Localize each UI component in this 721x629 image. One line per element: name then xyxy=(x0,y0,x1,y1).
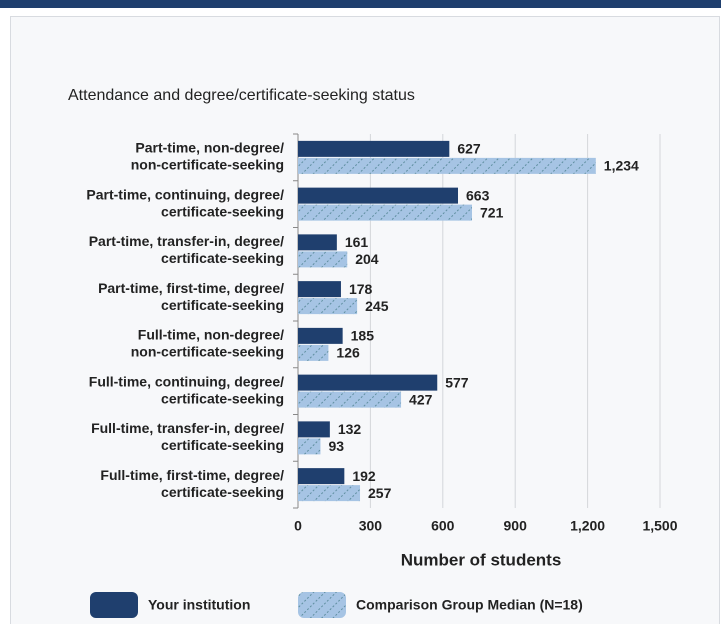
bar xyxy=(298,251,348,268)
value-label: 627 xyxy=(457,141,481,157)
value-label: 204 xyxy=(355,251,379,267)
y-tick-label: non-certificate-seeking xyxy=(131,157,284,173)
value-label: 192 xyxy=(352,468,376,484)
value-label: 245 xyxy=(365,298,389,314)
bar xyxy=(298,234,337,251)
bar xyxy=(298,327,343,344)
bar xyxy=(298,281,341,298)
value-label: 178 xyxy=(349,281,373,297)
y-tick-label: certificate-seeking xyxy=(161,203,284,219)
value-label: 577 xyxy=(445,374,469,390)
bar xyxy=(298,421,330,438)
y-tick-label: certificate-seeking xyxy=(161,390,284,406)
x-tick-label: 1,500 xyxy=(642,518,677,534)
value-label: 126 xyxy=(336,345,360,361)
y-tick-label: certificate-seeking xyxy=(161,437,284,453)
top-bar xyxy=(0,0,721,8)
value-label: 93 xyxy=(328,438,344,454)
bar xyxy=(298,344,329,361)
value-label: 427 xyxy=(409,391,433,407)
bar xyxy=(298,187,459,204)
x-axis-label: Number of students xyxy=(401,550,562,569)
y-tick-label: non-certificate-seeking xyxy=(131,344,284,360)
bar xyxy=(298,140,450,157)
bar xyxy=(298,438,321,455)
legend-swatch xyxy=(90,592,138,618)
bar xyxy=(298,298,358,315)
legend-label: Comparison Group Median (N=18) xyxy=(356,597,583,613)
bar xyxy=(298,157,596,174)
y-tick-label: Part-time, transfer-in, degree/ xyxy=(89,233,284,249)
y-tick-label: Full-time, non-degree/ xyxy=(138,327,284,343)
value-label: 257 xyxy=(368,485,392,501)
y-tick-label: Part-time, continuing, degree/ xyxy=(86,186,284,202)
y-tick-label: certificate-seeking xyxy=(161,484,284,500)
legend-swatch xyxy=(298,592,346,618)
x-tick-label: 600 xyxy=(431,518,455,534)
x-tick-label: 900 xyxy=(504,518,528,534)
x-tick-label: 300 xyxy=(359,518,383,534)
value-label: 161 xyxy=(345,234,369,250)
y-tick-label: certificate-seeking xyxy=(161,250,284,266)
y-tick-label: certificate-seeking xyxy=(161,297,284,313)
bar xyxy=(298,468,345,485)
value-label: 663 xyxy=(466,187,490,203)
value-label: 1,234 xyxy=(604,158,639,174)
chart-title: Attendance and degree/certificate-seekin… xyxy=(68,87,415,104)
value-label: 185 xyxy=(351,328,375,344)
value-label: 721 xyxy=(480,204,504,220)
y-tick-label: Full-time, first-time, degree/ xyxy=(100,467,284,483)
y-tick-label: Full-time, transfer-in, degree/ xyxy=(91,420,284,436)
bar xyxy=(298,485,361,502)
x-tick-label: 1,200 xyxy=(570,518,605,534)
panel xyxy=(10,16,720,629)
legend-label: Your institution xyxy=(148,597,250,613)
bar xyxy=(298,391,402,408)
y-tick-label: Part-time, first-time, degree/ xyxy=(98,280,284,296)
y-tick-label: Full-time, continuing, degree/ xyxy=(89,373,284,389)
value-label: 132 xyxy=(338,421,362,437)
bar xyxy=(298,374,438,391)
bar xyxy=(298,204,473,221)
x-tick-label: 0 xyxy=(294,518,302,534)
y-tick-label: Part-time, non-degree/ xyxy=(135,140,284,156)
